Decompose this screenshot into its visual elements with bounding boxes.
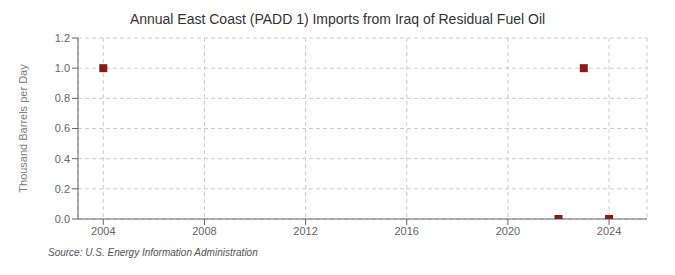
svg-text:0.0: 0.0 (55, 213, 70, 225)
svg-text:1.0: 1.0 (55, 62, 70, 74)
svg-text:1.2: 1.2 (55, 32, 70, 44)
svg-text:0.6: 0.6 (55, 122, 70, 134)
svg-text:2024: 2024 (597, 225, 621, 237)
svg-text:2008: 2008 (192, 225, 216, 237)
svg-text:Thousand Barrels per Day: Thousand Barrels per Day (17, 64, 29, 193)
html-text:Annual East Coast (PADD 1) Imp: Annual East Coast (PADD 1) Imports from … (129, 11, 546, 27)
html-text:Source: U.S. Energy Informatio: Source: U.S. Energy Information Administ… (48, 247, 258, 258)
svg-text:2016: 2016 (395, 225, 419, 237)
svg-text:0.4: 0.4 (55, 153, 70, 165)
svg-text:0.8: 0.8 (55, 92, 70, 104)
svg-text:0.2: 0.2 (55, 183, 70, 195)
svg-text:2020: 2020 (496, 225, 520, 237)
svg-text:2012: 2012 (293, 225, 317, 237)
svg-text:2004: 2004 (91, 225, 115, 237)
